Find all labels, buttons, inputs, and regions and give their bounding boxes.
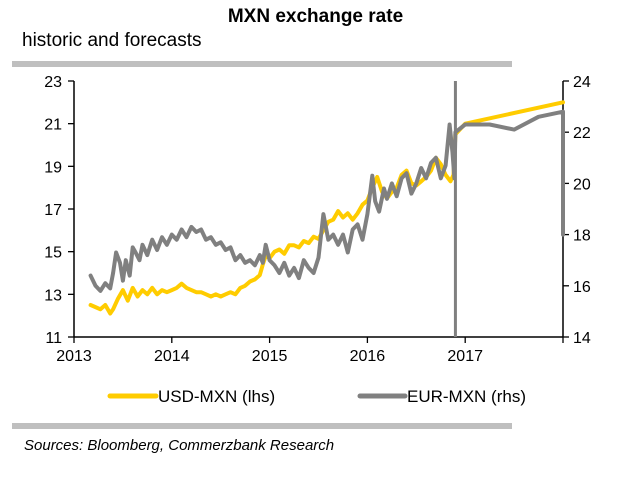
y-tick-label-right: 24 [573,74,591,91]
y-tick-label-left: 13 [44,287,62,304]
x-tick-label: 2013 [56,348,92,365]
legend-label-eur-mxn: EUR-MXN (rhs) [407,387,526,406]
x-tick-label: 2015 [252,348,288,365]
y-tick-label-left: 11 [45,330,62,347]
x-tick-label: 2016 [350,348,386,365]
y-tick-label-right: 18 [573,228,591,245]
y-tick-label-right: 16 [573,279,591,296]
x-tick-label: 2017 [447,348,483,365]
y-tick-label-left: 23 [44,74,62,91]
y-tick-label-left: 19 [44,159,62,176]
y-tick-label-right: 20 [573,176,591,193]
y-tick-label-left: 17 [44,202,62,219]
series-line-usd-mxn [88,100,565,316]
x-tick-label: 2014 [154,348,190,365]
y-tick-label-right: 22 [573,125,591,142]
chart-subtitle: historic and forecasts [22,30,202,51]
chart-title: MXN exchange rate [227,6,404,27]
legend-label-usd-mxn: USD-MXN (lhs) [158,387,275,406]
y-tick-label-right: 14 [573,330,591,347]
top-rule [12,61,512,67]
axes: 11 13 15 17 19 21 23 14 16 18 20 22 24 2013 2014 2015 20… [44,74,591,365]
series-lines [88,81,565,337]
series-line-eur-mxn [88,109,565,293]
y-tick-label-left: 21 [44,117,62,134]
bottom-rule [12,423,512,429]
y-tick-label-left: 15 [44,245,62,262]
legend: USD-MXN (lhs) EUR-MXN (rhs) [107,387,526,406]
source-note: Sources: Bloomberg, Commerzbank Research [24,437,335,454]
